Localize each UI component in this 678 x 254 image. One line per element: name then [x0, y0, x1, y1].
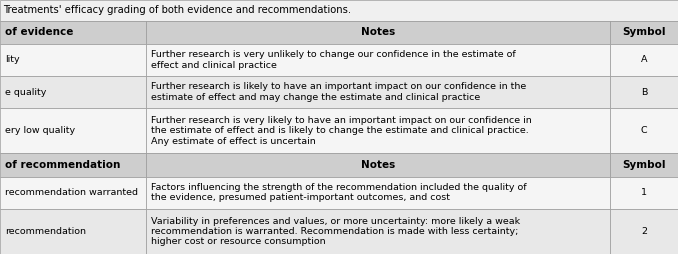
FancyBboxPatch shape [0, 153, 146, 177]
Text: of recommendation: of recommendation [5, 160, 121, 170]
Text: Variability in preferences and values, or more uncertainty: more likely a weak
r: Variability in preferences and values, o… [151, 217, 520, 246]
Text: Factors influencing the strength of the recommendation included the quality of
t: Factors influencing the strength of the … [151, 183, 527, 202]
Text: Notes: Notes [361, 160, 395, 170]
Text: ery low quality: ery low quality [5, 126, 75, 135]
Text: Treatments' efficacy grading of both evidence and recommendations.: Treatments' efficacy grading of both evi… [3, 5, 351, 15]
Text: 2: 2 [641, 227, 647, 236]
Text: Further research is very unlikely to change our confidence in the estimate of
ef: Further research is very unlikely to cha… [151, 50, 516, 70]
FancyBboxPatch shape [146, 177, 610, 209]
FancyBboxPatch shape [610, 44, 678, 76]
Text: e quality: e quality [5, 88, 47, 97]
Text: Symbol: Symbol [622, 160, 666, 170]
FancyBboxPatch shape [610, 108, 678, 153]
Text: Symbol: Symbol [622, 27, 666, 37]
FancyBboxPatch shape [0, 209, 146, 254]
Text: recommendation: recommendation [5, 227, 86, 236]
Text: A: A [641, 55, 647, 65]
Text: of evidence: of evidence [5, 27, 74, 37]
FancyBboxPatch shape [0, 0, 678, 21]
FancyBboxPatch shape [146, 209, 610, 254]
FancyBboxPatch shape [0, 21, 146, 44]
FancyBboxPatch shape [146, 44, 610, 76]
Text: C: C [641, 126, 647, 135]
FancyBboxPatch shape [610, 21, 678, 44]
FancyBboxPatch shape [0, 44, 146, 76]
FancyBboxPatch shape [610, 177, 678, 209]
Text: B: B [641, 88, 647, 97]
Text: Further research is likely to have an important impact on our confidence in the
: Further research is likely to have an im… [151, 83, 526, 102]
FancyBboxPatch shape [610, 209, 678, 254]
Text: lity: lity [5, 55, 20, 65]
FancyBboxPatch shape [610, 76, 678, 108]
FancyBboxPatch shape [0, 108, 146, 153]
FancyBboxPatch shape [146, 153, 610, 177]
Text: Further research is very likely to have an important impact on our confidence in: Further research is very likely to have … [151, 116, 532, 146]
Text: recommendation warranted: recommendation warranted [5, 188, 138, 197]
FancyBboxPatch shape [146, 21, 610, 44]
FancyBboxPatch shape [146, 108, 610, 153]
Text: 1: 1 [641, 188, 647, 197]
FancyBboxPatch shape [610, 153, 678, 177]
FancyBboxPatch shape [146, 76, 610, 108]
FancyBboxPatch shape [0, 76, 146, 108]
Text: Notes: Notes [361, 27, 395, 37]
FancyBboxPatch shape [0, 177, 146, 209]
